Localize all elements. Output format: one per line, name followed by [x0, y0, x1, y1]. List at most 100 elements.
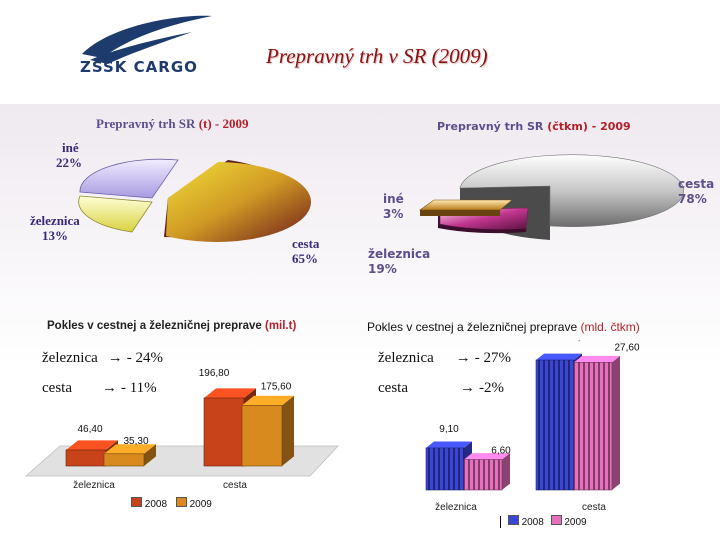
bar-face: [463, 459, 503, 491]
bar-right-title-main: Pokles v cestnej a železničnej preprave: [367, 320, 581, 334]
data-label-železnica-2009: 6,60: [491, 445, 511, 456]
data-label-cesta-2009: 27,60: [614, 342, 639, 353]
pie-left-label-zeleznica-name: železnica: [30, 213, 80, 228]
pie-left-label-ine-value: 22%: [56, 155, 82, 170]
bar-left-chart: 46,40 35,30 železnica 196,80 175,60 cesta: [24, 368, 339, 491]
bar-cesta-2009: [241, 395, 294, 467]
pie-right-title-accent: (čtkm) - 2009: [547, 120, 631, 133]
bar-face: [425, 447, 465, 491]
bar-left-legend-2008: 2008: [144, 499, 168, 510]
bar-top: [242, 395, 294, 406]
pie-right-title: Prepravný trh SR (čtkm) - 2009: [437, 120, 631, 133]
pie-right-title-main: Prepravný trh SR: [437, 120, 548, 133]
bar-right-chart: 9,10 6,60 železnica 28,10 27,60 cesta: [425, 340, 640, 513]
bar-left-stat-zeleznica: železnica → - 24%: [42, 350, 163, 367]
data-label-cesta-2008: 28,10: [566, 340, 591, 343]
category-label-železnica: železnica: [73, 480, 115, 491]
pie-right-label-cesta: cesta 78%: [678, 177, 714, 207]
zssk-cargo-logo: [82, 15, 212, 64]
bar-right-stat-zeleznica-label: železnica: [378, 350, 434, 366]
arrow-right-icon: →: [107, 350, 123, 366]
bar-right-stat-cesta: cesta → -2%: [378, 380, 504, 397]
pie-left-label-zeleznica-value: 13%: [42, 228, 68, 243]
bar-top: [464, 453, 510, 460]
bar-left-title-main: Pokles v cestnej a železničnej preprave: [47, 320, 265, 332]
pie-right-label-zeleznica-name: železnica: [368, 247, 431, 261]
bar-top: [536, 353, 582, 360]
pie-left-slice-ine: [79, 158, 179, 199]
bar-right-stat-zeleznica: železnica → - 27%: [378, 350, 511, 367]
bar-left-title-accent: (mil.t): [264, 320, 297, 332]
bar-left-legend-2009: 2009: [189, 499, 212, 510]
page-title: Prepravný trh v SR (2009): [266, 44, 488, 68]
bar-face: [573, 362, 613, 491]
bar-side: [144, 444, 156, 466]
bar-left-stat-zeleznica-change: - 24%: [126, 350, 164, 366]
bar-side: [502, 453, 510, 490]
category-label-cesta: cesta: [223, 480, 247, 491]
bar-top: [574, 355, 620, 363]
bar-face: [241, 405, 283, 467]
bar-right-title: Pokles v cestnej a železničnej preprave …: [367, 320, 640, 334]
bar-left-stat-cesta-change: - 11%: [120, 380, 157, 396]
bar-železnica-2009: [463, 453, 510, 491]
bar-right-title-accent: (mld. čtkm): [580, 320, 640, 334]
bar-face: [65, 449, 107, 467]
pie-right-label-cesta-value: 78%: [678, 192, 707, 206]
legend-swatch-2008: [507, 515, 519, 525]
bar-left-stat-cesta-label: cesta: [42, 380, 72, 396]
pie-left-label-zeleznica: železnica 13%: [30, 213, 80, 243]
bar-face: [203, 397, 245, 467]
bar-right-stat-cesta-change: -2%: [478, 380, 504, 396]
pie-right-slice-ine: [419, 199, 513, 216]
bar-side: [282, 395, 294, 466]
bar-right-legend: 2008 2009: [500, 515, 587, 529]
bar-left-title: Pokles v cestnej a železničnej preprave …: [47, 320, 296, 332]
category-label-železnica: železnica: [435, 502, 477, 513]
bar-face: [103, 453, 145, 467]
legend-divider: [500, 516, 501, 529]
bar-left-stat-zeleznica-label: železnica: [42, 350, 98, 366]
legend-swatch-2009: [550, 515, 562, 525]
bar-face: [535, 359, 575, 491]
pie-right-label-ine: iné 3%: [383, 192, 404, 222]
pie-left: [78, 158, 312, 242]
pie-right: [419, 154, 684, 240]
pie-right-label-zeleznica: železnica 19%: [368, 247, 430, 277]
bar-top: [204, 388, 256, 398]
legend-swatch-2009: [175, 497, 187, 507]
data-label-železnica-2008: 46,40: [77, 424, 102, 435]
pie-left-label-cesta-value: 65%: [292, 251, 318, 266]
arrow-right-icon: →: [459, 380, 475, 396]
bar-železnica-2009: [103, 444, 156, 467]
pie-left-label-ine-name: iné: [62, 140, 79, 155]
pie-left-title-accent: (t) - 2009: [198, 116, 249, 131]
bar-right-stat-zeleznica-change: - 27%: [474, 350, 512, 366]
data-label-železnica-2008: 9,10: [439, 424, 459, 435]
arrow-right-icon: →: [101, 380, 117, 396]
pie-right-label-cesta-name: cesta: [678, 177, 715, 191]
legend-swatch-2008: [131, 497, 142, 507]
pie-right-label-ine-value: 3%: [383, 207, 404, 221]
arrow-right-icon: →: [455, 350, 471, 366]
pie-left-title: Prepravný trh SR (t) - 2009: [96, 116, 249, 132]
bar-cesta-2009: [573, 355, 620, 491]
pie-left-label-cesta-name: cesta: [292, 236, 320, 251]
bar-top: [66, 440, 118, 450]
pie-left-title-main: Prepravný trh SR: [96, 116, 199, 131]
pie-right-label-zeleznica-value: 19%: [368, 262, 397, 276]
bar-top: [426, 441, 472, 448]
data-label-cesta-2009: 175,60: [261, 381, 292, 392]
bar-right-legend-2009: 2009: [564, 517, 587, 528]
pie-right-label-ine-name: iné: [383, 192, 404, 206]
pie-left-slice-zeleznica: [78, 195, 153, 233]
bar-side: [612, 355, 620, 490]
pie-left-slice-cesta: [164, 160, 312, 242]
pie-left-label-ine: iné 22%: [56, 140, 82, 170]
bar-right-stat-cesta-label: cesta: [378, 380, 408, 396]
bar-left-legend: 2008 2009: [131, 497, 212, 510]
data-label-cesta-2008: 196,80: [199, 368, 230, 379]
bar-left-stat-cesta: cesta → - 11%: [42, 380, 157, 397]
pie-left-label-cesta: cesta 65%: [292, 236, 319, 266]
category-label-cesta: cesta: [582, 502, 606, 513]
